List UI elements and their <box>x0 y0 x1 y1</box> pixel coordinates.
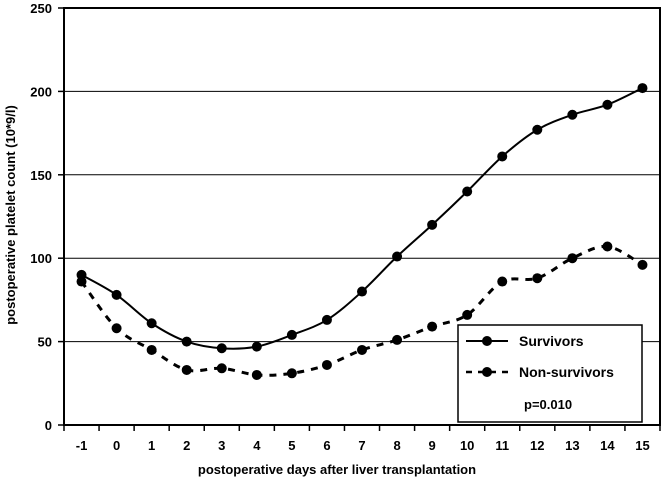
data-point <box>497 151 508 162</box>
data-point <box>111 323 122 334</box>
data-point <box>427 321 438 332</box>
series <box>76 83 648 380</box>
x-axis-label: postoperative days after liver transplan… <box>198 462 476 477</box>
x-tick-label: 0 <box>113 438 120 453</box>
data-point <box>602 241 613 252</box>
data-point <box>567 253 578 264</box>
data-point <box>216 363 227 374</box>
y-tick-label: 200 <box>30 84 52 99</box>
x-tick-label: 14 <box>600 438 615 453</box>
series-survivors <box>76 83 648 354</box>
y-tick-label: 100 <box>30 251 52 266</box>
legend-survivors-label: Survivors <box>519 333 584 349</box>
x-tick-label: 11 <box>495 438 509 453</box>
data-point <box>637 259 648 270</box>
x-tick-label: 2 <box>183 438 190 453</box>
y-axis-label: postoperative platelet count (10*9/l) <box>3 105 18 325</box>
data-point <box>321 359 332 370</box>
x-tick-label: 10 <box>460 438 474 453</box>
data-point <box>357 344 367 355</box>
data-point <box>76 276 87 287</box>
data-point <box>637 83 648 94</box>
y-axis-ticks: 0 50 100 150 200 250 <box>30 1 64 433</box>
x-tick-label: 15 <box>635 438 649 453</box>
y-tick-label: 250 <box>30 1 52 16</box>
p-value-annotation: p=0.010 <box>524 397 572 412</box>
plot-area <box>63 7 661 426</box>
y-tick-label: 50 <box>38 335 52 350</box>
legend-survivors-marker <box>482 336 492 346</box>
x-tick-label: 8 <box>393 438 400 453</box>
legend-nonsurvivors-label: Non-survivors <box>519 364 614 380</box>
legend: Survivors Non-survivors p=0.010 <box>457 324 643 423</box>
data-point <box>392 334 403 345</box>
series-non-survivors <box>76 241 648 380</box>
x-tick-label: 13 <box>565 438 579 453</box>
data-point <box>216 343 227 354</box>
data-point <box>462 186 473 197</box>
grid-lines <box>64 90 660 343</box>
series-line <box>81 87 643 350</box>
data-point <box>532 273 543 284</box>
data-point <box>321 314 332 325</box>
y-tick-label: 150 <box>30 168 52 183</box>
data-point <box>181 336 192 347</box>
data-point <box>532 124 543 135</box>
y-tick-label: 0 <box>45 418 52 433</box>
data-point <box>567 109 578 120</box>
data-point <box>181 364 192 375</box>
data-point <box>251 341 262 352</box>
data-point <box>286 329 297 340</box>
data-point <box>427 219 438 230</box>
x-tick-label: 4 <box>253 438 261 453</box>
legend-nonsurvivors-marker <box>482 367 492 377</box>
series-line <box>80 244 644 377</box>
data-point <box>462 309 473 320</box>
data-point <box>146 318 157 329</box>
x-tick-label: 6 <box>323 438 330 453</box>
data-point <box>286 368 297 379</box>
x-tick-label: -1 <box>76 438 88 453</box>
x-tick-label: 12 <box>530 438 544 453</box>
data-point <box>111 289 122 300</box>
x-tick-label: 1 <box>148 438 155 453</box>
data-point <box>602 99 613 110</box>
data-point <box>357 286 367 297</box>
data-point <box>251 369 262 380</box>
x-tick-label: 9 <box>429 438 436 453</box>
x-tick-label: 5 <box>288 438 295 453</box>
x-axis-ticks: -1 0 1 2 3 4 5 6 7 8 9 10 11 12 13 14 15 <box>63 425 661 453</box>
x-tick-label: 3 <box>218 438 225 453</box>
x-tick-label: 7 <box>358 438 365 453</box>
data-point <box>392 251 403 262</box>
data-point <box>146 344 157 355</box>
data-point <box>497 276 508 287</box>
